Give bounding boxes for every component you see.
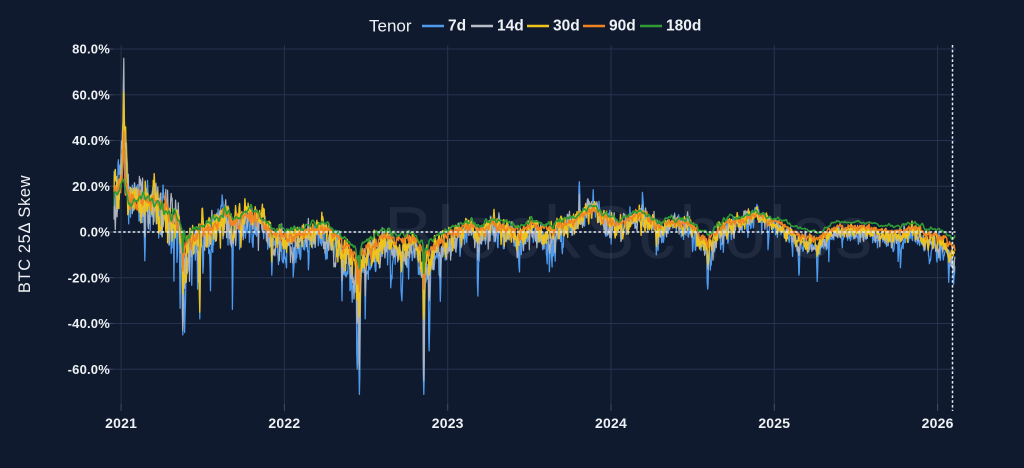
svg-text:2022: 2022	[268, 415, 300, 431]
svg-text:14d: 14d	[497, 18, 524, 35]
svg-text:80.0%: 80.0%	[72, 42, 110, 57]
svg-text:90d: 90d	[609, 18, 636, 35]
svg-text:2021: 2021	[105, 415, 137, 431]
svg-text:2026: 2026	[922, 415, 954, 431]
svg-text:2024: 2024	[595, 415, 627, 431]
svg-text:Tenor: Tenor	[369, 17, 412, 36]
svg-text:0.0%: 0.0%	[80, 225, 111, 240]
svg-text:180d: 180d	[666, 18, 701, 35]
svg-text:-60.0%: -60.0%	[68, 362, 111, 377]
svg-text:40.0%: 40.0%	[72, 133, 110, 148]
svg-text:BTC 25Δ Skew: BTC 25Δ Skew	[16, 175, 34, 293]
svg-text:30d: 30d	[553, 18, 580, 35]
svg-text:2023: 2023	[432, 415, 464, 431]
svg-text:20.0%: 20.0%	[72, 179, 110, 194]
svg-text:-20.0%: -20.0%	[68, 270, 111, 285]
svg-text:60.0%: 60.0%	[72, 87, 110, 102]
svg-text:-40.0%: -40.0%	[68, 316, 111, 331]
svg-text:7d: 7d	[448, 18, 466, 35]
svg-text:2025: 2025	[758, 415, 790, 431]
